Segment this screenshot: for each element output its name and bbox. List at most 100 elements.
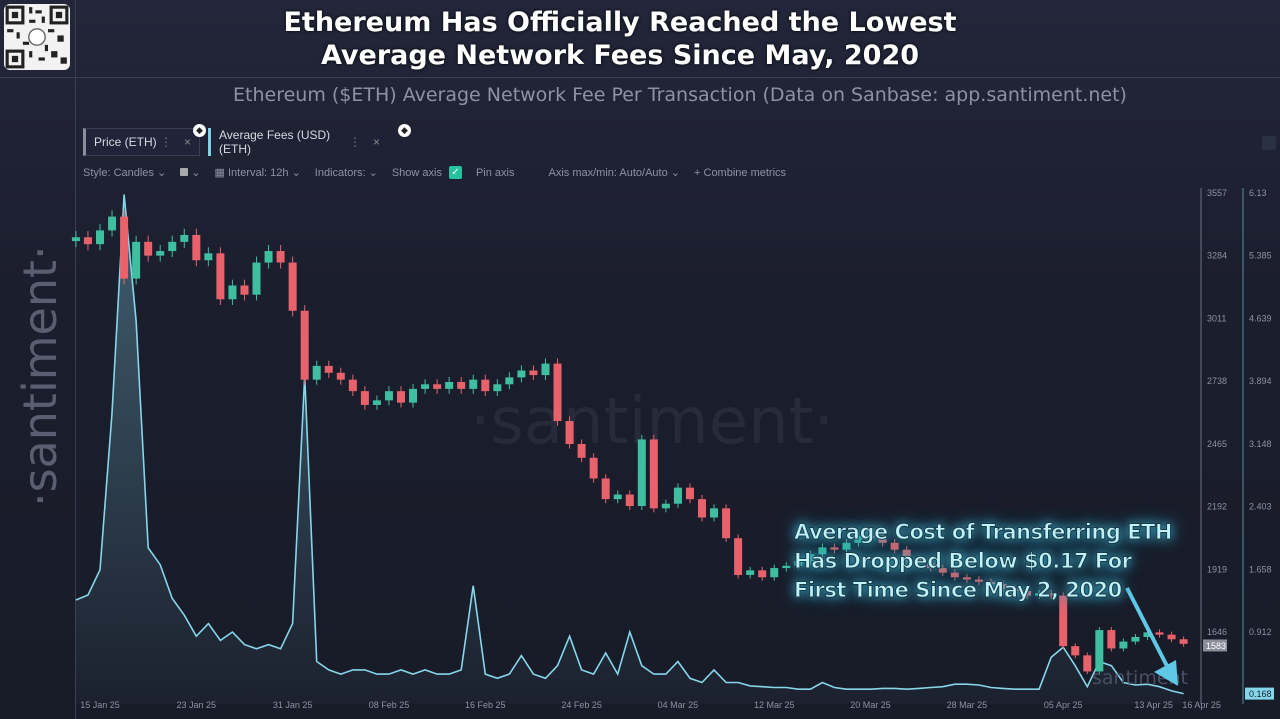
fee-axis-tick: 3.894 xyxy=(1249,376,1272,386)
current-price-label: 1583 xyxy=(1206,641,1226,651)
price-candle xyxy=(180,228,189,248)
fee-axis-tick: 2.403 xyxy=(1249,502,1272,512)
current-fee-badge xyxy=(1245,687,1274,700)
candle-body xyxy=(144,241,153,256)
candle-body xyxy=(637,439,646,507)
price-candle xyxy=(794,557,803,570)
price-candle xyxy=(156,244,165,262)
color-dropdown[interactable]: ⌄ xyxy=(180,166,201,179)
close-icon[interactable]: × xyxy=(372,135,380,149)
candle-body xyxy=(722,508,731,539)
price-candle xyxy=(204,247,213,267)
candle-body xyxy=(854,535,863,543)
price-candle xyxy=(1119,638,1128,652)
price-candle xyxy=(625,490,634,511)
price-candle xyxy=(1059,592,1068,650)
x-axis-tick: 16 Feb 25 xyxy=(465,700,506,710)
x-axis-tick: 12 Mar 25 xyxy=(754,700,795,710)
x-axis-tick: 08 Feb 25 xyxy=(369,700,410,710)
price-candle xyxy=(264,244,273,269)
price-candle xyxy=(902,546,911,563)
price-candle xyxy=(228,279,237,305)
chart-toolbar: Style: Candles ⌄ ⌄ ▦ Interval: 12h ⌄ Ind… xyxy=(83,166,786,179)
candle-body xyxy=(132,241,141,279)
candle-body xyxy=(108,216,117,231)
settings-button[interactable] xyxy=(1262,136,1276,150)
candle-body xyxy=(577,444,586,458)
price-candle xyxy=(806,550,815,565)
price-candle xyxy=(360,386,369,410)
candle-body xyxy=(734,538,743,575)
candle-body xyxy=(421,384,430,389)
price-candle xyxy=(577,439,586,463)
combine-metrics-button[interactable]: + Combine metrics xyxy=(694,167,786,179)
candle-body xyxy=(914,558,923,564)
price-candle xyxy=(433,379,442,394)
price-candle xyxy=(144,235,153,262)
candle-body xyxy=(409,388,418,403)
candle-body xyxy=(505,377,514,385)
x-axis-tick: 24 Feb 25 xyxy=(561,700,602,710)
candle-body xyxy=(902,549,911,559)
annotation-line: Has Dropped Below $0.17 For xyxy=(794,549,1133,574)
price-candle xyxy=(673,483,682,508)
candle-body xyxy=(890,542,899,550)
price-candle xyxy=(469,374,478,394)
color-swatch-icon xyxy=(180,168,189,176)
axis-maxmin-dropdown[interactable]: Axis max/min: Auto/Auto ⌄ xyxy=(549,166,681,179)
candle-body xyxy=(770,568,779,578)
candle-body xyxy=(360,391,369,405)
show-axis-checkbox[interactable]: ✓ xyxy=(448,166,462,179)
interval-dropdown[interactable]: ▦ Interval: 12h ⌄ xyxy=(215,166,301,179)
candle-body xyxy=(372,400,381,405)
candle-body xyxy=(746,570,755,575)
price-candle xyxy=(409,383,418,408)
candle-body xyxy=(625,494,634,507)
price-candle xyxy=(974,576,983,586)
candle-body xyxy=(1059,595,1068,647)
pin-axis-toggle[interactable]: Pin axis xyxy=(475,166,515,179)
price-candle xyxy=(830,543,839,554)
candle-body xyxy=(866,535,875,539)
chevron-down-icon: ⌄ xyxy=(368,167,378,179)
interval-label: Interval: 12h xyxy=(227,167,289,179)
x-axis-tick: 31 Jan 25 xyxy=(273,700,313,710)
fee-axis-tick: 5.385 xyxy=(1249,251,1272,261)
fee-axis-tick: 0.912 xyxy=(1249,627,1272,637)
candle-body xyxy=(806,554,815,562)
candle-body xyxy=(240,285,249,295)
x-axis-tick: 23 Jan 25 xyxy=(177,700,217,710)
candle-body xyxy=(469,379,478,389)
metric-label: Average Fees (USD) (ETH) xyxy=(219,128,331,156)
candle-body xyxy=(999,584,1007,589)
candle-body xyxy=(950,572,959,578)
metric-tab-price[interactable]: Price (ETH) ⋮ × xyxy=(83,128,200,156)
style-dropdown[interactable]: Style: Candles ⌄ xyxy=(83,166,166,179)
more-options-icon[interactable]: ⋮ xyxy=(348,135,361,149)
price-candle xyxy=(1071,643,1080,659)
x-axis-tick: 16 Apr 25 xyxy=(1182,700,1221,710)
fees-area xyxy=(75,194,1184,704)
metric-tab-average-fees[interactable]: Average Fees (USD) (ETH) ⋮ × xyxy=(208,128,388,156)
candle-body xyxy=(1119,641,1128,649)
price-candle xyxy=(818,543,827,558)
candle-body xyxy=(276,251,285,263)
close-icon[interactable]: × xyxy=(183,135,191,149)
candle-body xyxy=(661,503,670,509)
candle-body xyxy=(457,381,466,389)
candle-body xyxy=(324,365,333,373)
candle-body xyxy=(818,547,827,555)
candle-body xyxy=(1155,632,1164,635)
price-candle xyxy=(1023,587,1032,599)
price-candle xyxy=(926,559,935,572)
candle-body xyxy=(565,421,574,445)
price-candle xyxy=(397,386,405,408)
price-candle xyxy=(192,228,201,267)
x-axis-tick: 13 Apr 25 xyxy=(1134,700,1173,710)
x-axis-tick: 28 Mar 25 xyxy=(947,700,988,710)
x-axis-tick: 15 Jan 25 xyxy=(80,700,120,710)
candle-body xyxy=(830,547,839,550)
indicators-dropdown[interactable]: Indicators: ⌄ xyxy=(315,166,378,179)
more-options-icon[interactable]: ⋮ xyxy=(159,135,172,149)
